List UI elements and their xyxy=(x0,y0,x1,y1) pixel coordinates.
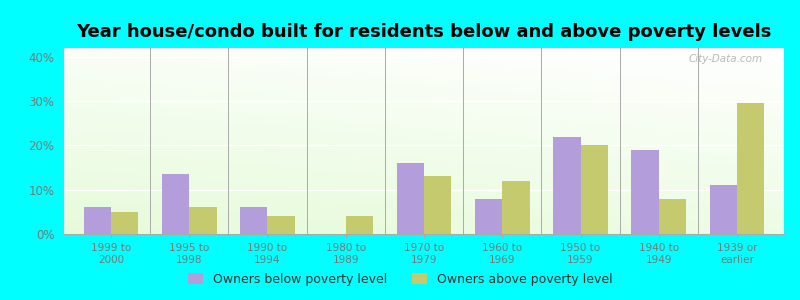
Bar xyxy=(581,146,608,234)
Bar xyxy=(737,103,765,234)
Bar xyxy=(475,199,502,234)
Text: City-Data.com: City-Data.com xyxy=(688,54,762,64)
Bar xyxy=(190,207,217,234)
Bar xyxy=(83,207,111,234)
Legend: Owners below poverty level, Owners above poverty level: Owners below poverty level, Owners above… xyxy=(182,268,618,291)
Bar xyxy=(424,176,451,234)
Bar xyxy=(397,163,424,234)
Bar xyxy=(346,216,373,234)
Bar xyxy=(267,216,295,234)
Title: Year house/condo built for residents below and above poverty levels: Year house/condo built for residents bel… xyxy=(76,23,772,41)
Bar xyxy=(631,150,658,234)
Bar xyxy=(240,207,267,234)
Bar xyxy=(658,199,686,234)
Bar xyxy=(162,174,190,234)
Bar xyxy=(553,136,581,234)
Bar xyxy=(111,212,138,234)
Bar xyxy=(502,181,530,234)
Bar xyxy=(710,185,737,234)
